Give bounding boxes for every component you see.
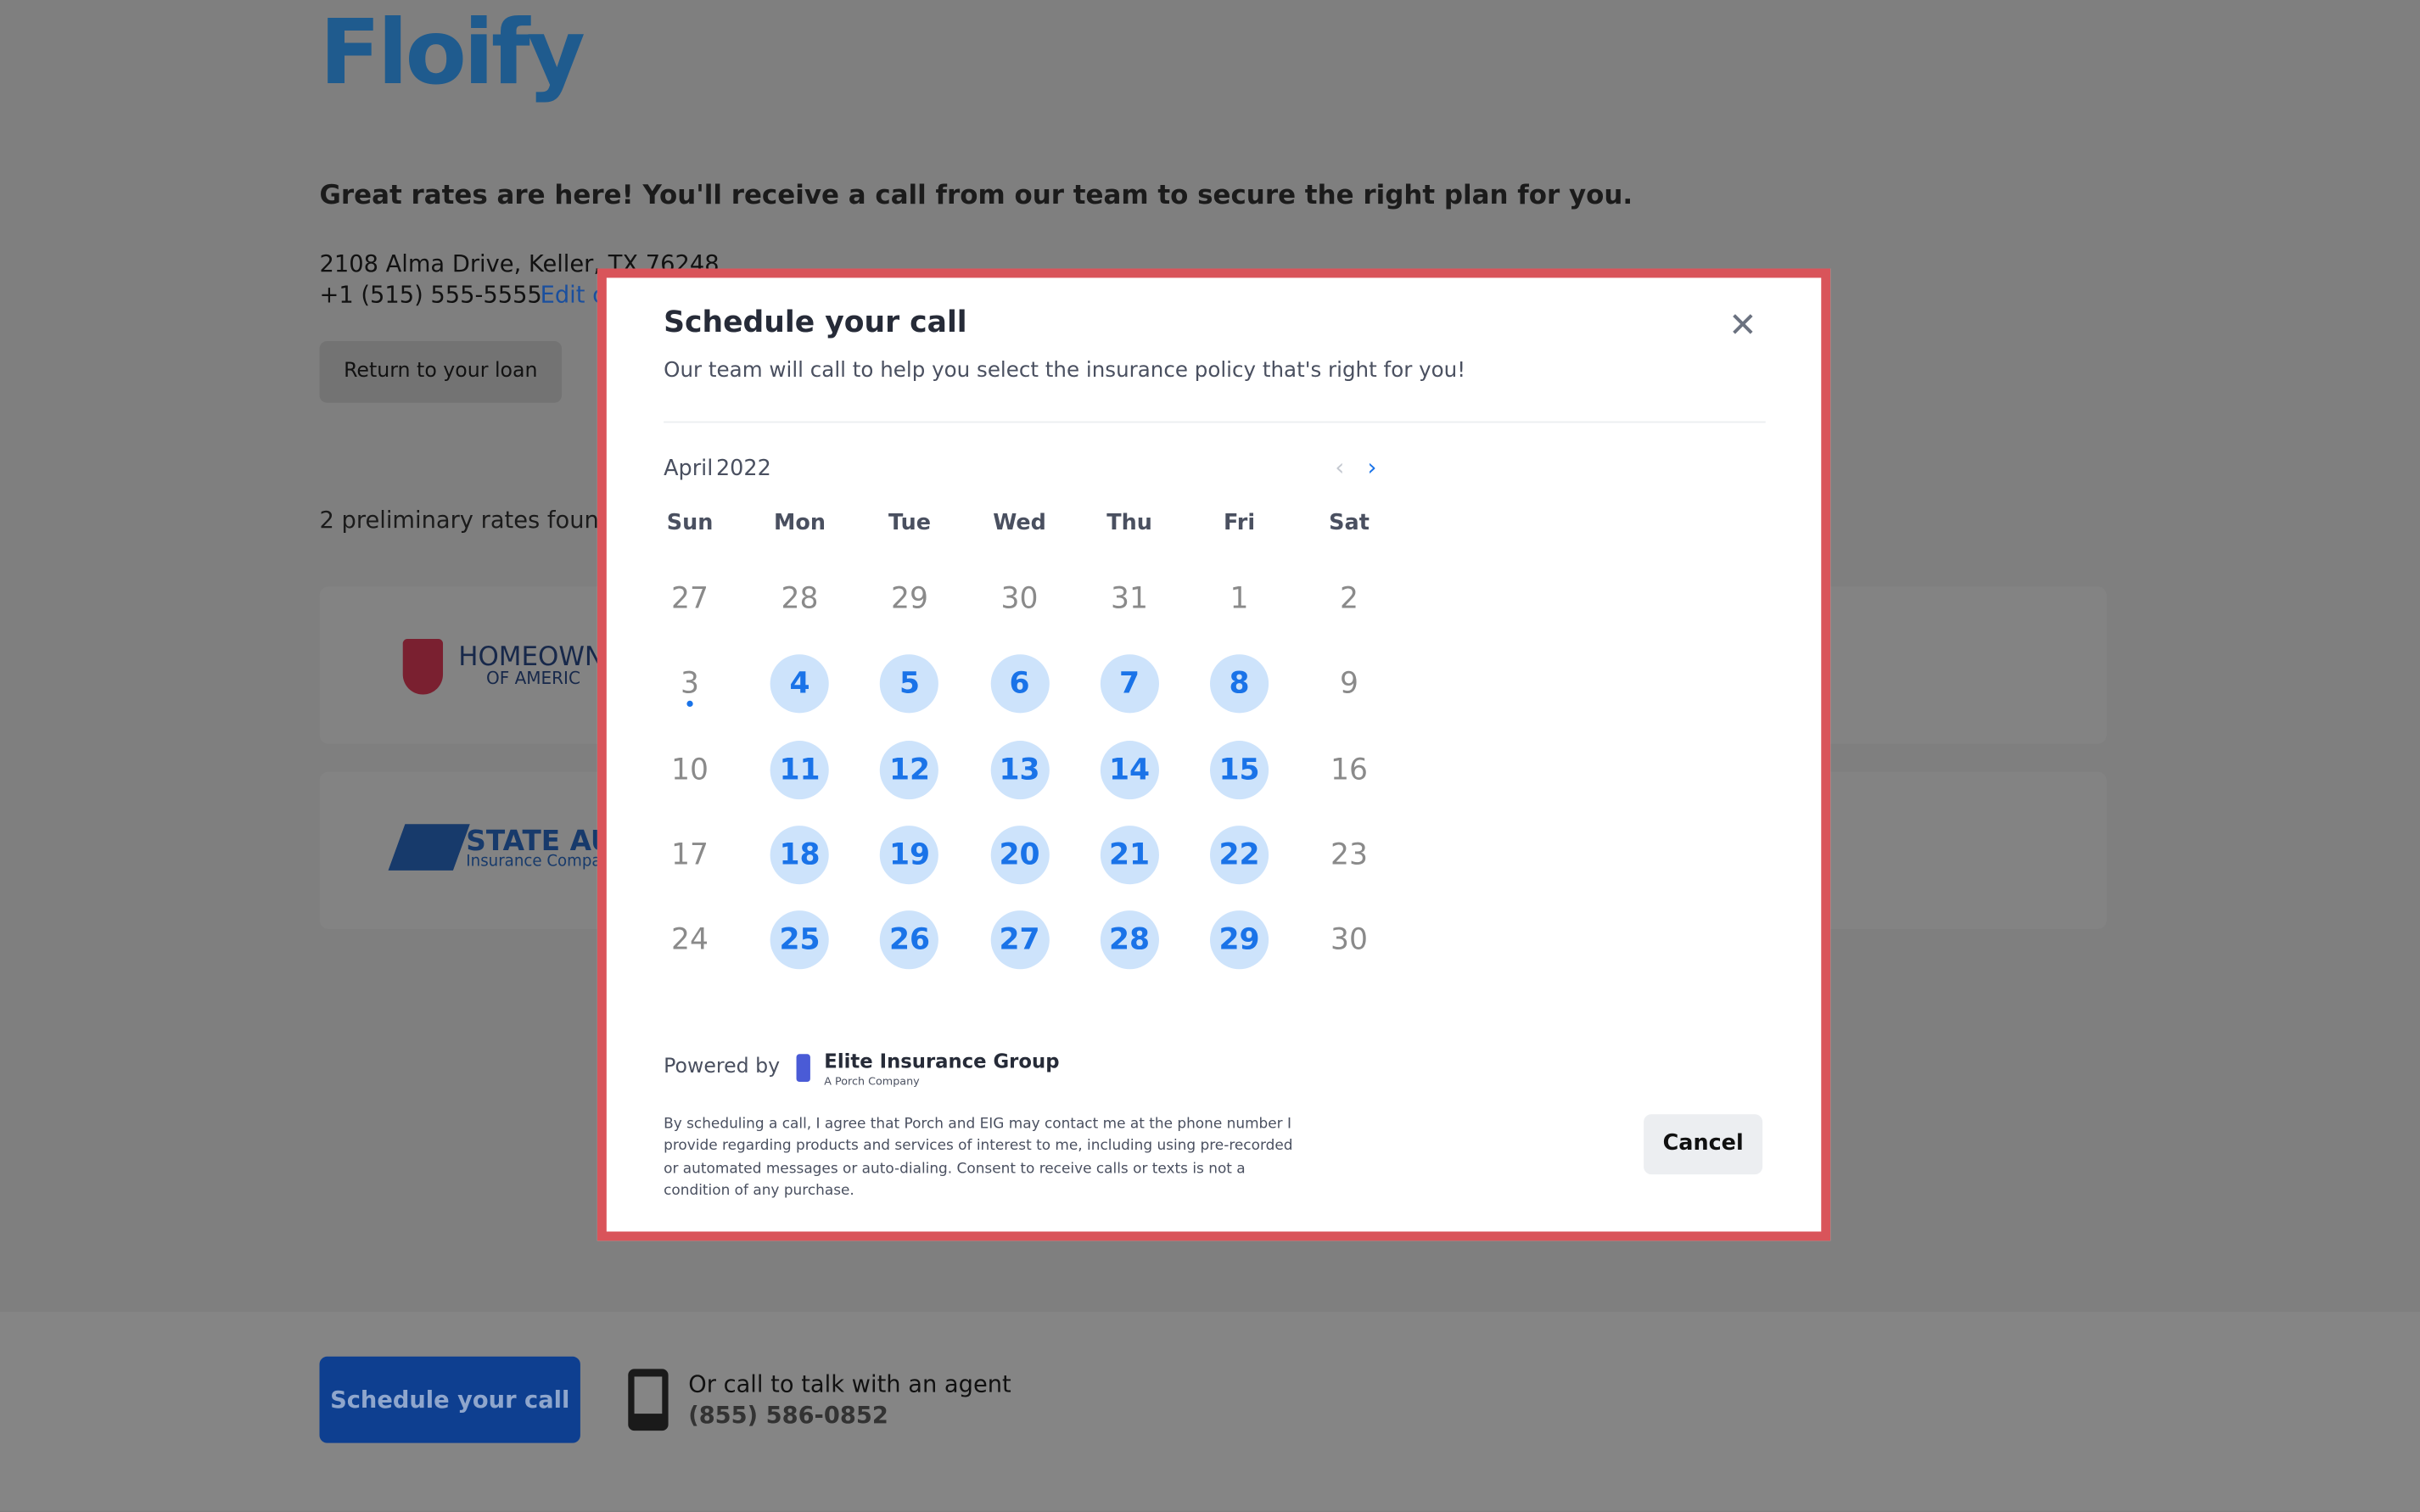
calendar-day: 23 [1330, 837, 1369, 872]
calendar-day[interactable]: 13 [989, 740, 1050, 799]
calendar-day[interactable]: 22 [1210, 825, 1269, 885]
calendar-day[interactable]: 19 [880, 825, 939, 885]
calendar-day[interactable]: 21 [1100, 825, 1159, 885]
calendar-day[interactable]: 28 [1100, 910, 1159, 970]
call-phone[interactable]: (855) 586-0852 [688, 1401, 888, 1430]
calendar-day[interactable]: 5 [880, 654, 939, 714]
calendar-day[interactable]: 25 [770, 910, 830, 970]
logo: Floify [319, 0, 585, 105]
carrier-icon [402, 639, 444, 695]
close-button[interactable]: ✕ [1728, 306, 1757, 346]
month: April [664, 456, 714, 482]
modal-title: Schedule your call [664, 305, 967, 340]
calendar-day: 10 [671, 752, 709, 787]
calendar-day[interactable]: 27 [989, 910, 1050, 970]
calendar-day: 2 [1340, 581, 1359, 616]
calendar-day[interactable]: 20 [989, 825, 1050, 885]
rates-found: 2 preliminary rates found [319, 506, 614, 535]
today-dot [686, 701, 693, 708]
calendar-day: 28 [781, 581, 819, 616]
calendar-day: 30 [1000, 581, 1039, 616]
calendar-day[interactable]: 11 [770, 740, 830, 799]
calendar-day: 9 [1340, 667, 1359, 702]
weekday: Tue [888, 511, 932, 536]
calendar-day[interactable]: 4 [770, 654, 830, 714]
partner-sub: A Porch Company [824, 1075, 920, 1089]
partner-logo [796, 1054, 810, 1083]
edit-link[interactable]: Edit c [540, 281, 606, 309]
calendar-day: 1 [1230, 581, 1249, 616]
phone-icon [628, 1369, 669, 1431]
calendar-day[interactable]: 14 [1100, 740, 1159, 799]
year: 2022 [715, 456, 771, 482]
calendar-day[interactable]: 6 [989, 654, 1050, 714]
weekday: Mon [774, 511, 826, 536]
calendar-day: 17 [671, 837, 709, 872]
next-month[interactable]: › [1367, 453, 1377, 482]
calendar-day[interactable]: 15 [1210, 740, 1269, 799]
calendar-day[interactable]: 26 [880, 910, 939, 970]
calendar-day[interactable]: 12 [880, 740, 939, 799]
calendar-day: 29 [891, 581, 929, 616]
divider [664, 421, 1766, 423]
disclaimer: By scheduling a call, I agree that Porch… [664, 1116, 1293, 1200]
powered-by: Powered by [664, 1056, 781, 1079]
weekday: Wed [993, 511, 1046, 536]
calendar-day: 3 [681, 667, 700, 702]
calendar-day: 31 [1111, 581, 1149, 616]
modal-subtitle: Our team will call to help you select th… [664, 357, 1466, 384]
calendar-day: 24 [671, 923, 709, 958]
modal: Schedule your call ✕ Our team will call … [597, 268, 1831, 1241]
weekday: Sun [666, 511, 714, 536]
carrier-sub: Insurance Compani [466, 853, 616, 871]
weekday: Thu [1106, 511, 1152, 536]
partner-name: Elite Insurance Group [824, 1049, 1060, 1073]
schedule-button[interactable]: Schedule your call [319, 1356, 580, 1443]
phone: +1 (515) 555-5555 [319, 281, 542, 309]
carrier-sub: OF AMERIC [485, 668, 580, 689]
call-text: Or call to talk with an agent [688, 1370, 1011, 1398]
calendar-day[interactable]: 18 [770, 825, 830, 885]
carrier-name: HOMEOWN [458, 641, 605, 674]
cancel-button[interactable]: Cancel [1644, 1114, 1763, 1175]
calendar-day: 30 [1330, 923, 1369, 958]
calendar-day: 27 [671, 581, 709, 616]
weekday: Sat [1329, 511, 1370, 536]
calendar-day: 16 [1330, 752, 1369, 787]
prev-month[interactable]: ‹ [1335, 453, 1345, 482]
calendar-day[interactable]: 8 [1210, 654, 1269, 714]
calendar-day[interactable]: 7 [1100, 654, 1159, 714]
headline: Great rates are here! You'll receive a c… [319, 180, 1633, 212]
weekday: Fri [1224, 511, 1256, 536]
return-button[interactable]: Return to your loan [319, 340, 563, 403]
carrier-name: STATE AU [466, 826, 613, 859]
calendar-day[interactable]: 29 [1210, 910, 1269, 970]
